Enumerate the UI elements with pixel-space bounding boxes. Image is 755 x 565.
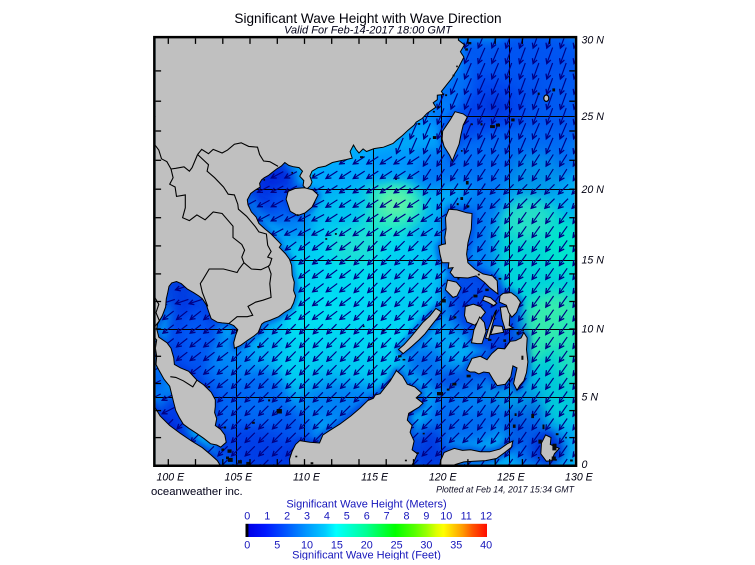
svg-text:0: 0 [582, 459, 588, 471]
svg-text:15 N: 15 N [582, 255, 605, 267]
svg-text:7: 7 [384, 510, 390, 522]
svg-text:8: 8 [403, 510, 409, 522]
svg-text:oceanweather inc.: oceanweather inc. [151, 486, 243, 498]
svg-text:130 E: 130 E [565, 472, 594, 484]
svg-text:125 E: 125 E [497, 472, 526, 484]
svg-text:1: 1 [264, 510, 270, 522]
svg-text:6: 6 [364, 510, 370, 522]
svg-text:12: 12 [480, 510, 492, 522]
svg-text:115 E: 115 E [361, 472, 389, 484]
svg-text:25: 25 [391, 540, 403, 552]
svg-text:40: 40 [480, 540, 492, 552]
svg-text:10: 10 [301, 540, 313, 552]
svg-text:35: 35 [450, 540, 462, 552]
svg-text:105 E: 105 E [225, 472, 254, 484]
svg-text:Significant Wave Height (Feet): Significant Wave Height (Feet) [292, 550, 441, 561]
svg-text:110 E: 110 E [293, 472, 321, 484]
svg-text:2: 2 [284, 510, 290, 522]
svg-text:Significant Wave Height (Meter: Significant Wave Height (Meters) [286, 499, 446, 511]
svg-text:Plotted at Feb 14, 2017 15:34: Plotted at Feb 14, 2017 15:34 GMT [436, 485, 575, 495]
svg-text:10: 10 [440, 510, 452, 522]
svg-text:3: 3 [304, 510, 310, 522]
svg-text:9: 9 [423, 510, 429, 522]
svg-text:11: 11 [461, 510, 472, 522]
svg-text:25 N: 25 N [581, 111, 605, 123]
svg-text:5: 5 [344, 510, 350, 522]
svg-text:5: 5 [274, 540, 280, 552]
svg-text:20: 20 [361, 540, 373, 552]
svg-text:100 E: 100 E [156, 472, 185, 484]
svg-text:30: 30 [420, 540, 432, 552]
svg-text:120 E: 120 E [429, 472, 458, 484]
svg-text:Significant Wave Height with W: Significant Wave Height with Wave Direct… [234, 11, 501, 26]
svg-text:20 N: 20 N [581, 184, 605, 196]
svg-text:0: 0 [244, 540, 250, 552]
svg-text:Valid For Feb-14-2017 18:00 GM: Valid For Feb-14-2017 18:00 GMT [284, 25, 453, 37]
svg-text:30 N: 30 N [582, 35, 605, 47]
svg-text:5 N: 5 N [582, 392, 599, 404]
svg-text:15: 15 [331, 540, 343, 552]
svg-text:0: 0 [244, 510, 250, 522]
svg-text:10 N: 10 N [582, 324, 605, 336]
svg-text:4: 4 [324, 510, 330, 522]
